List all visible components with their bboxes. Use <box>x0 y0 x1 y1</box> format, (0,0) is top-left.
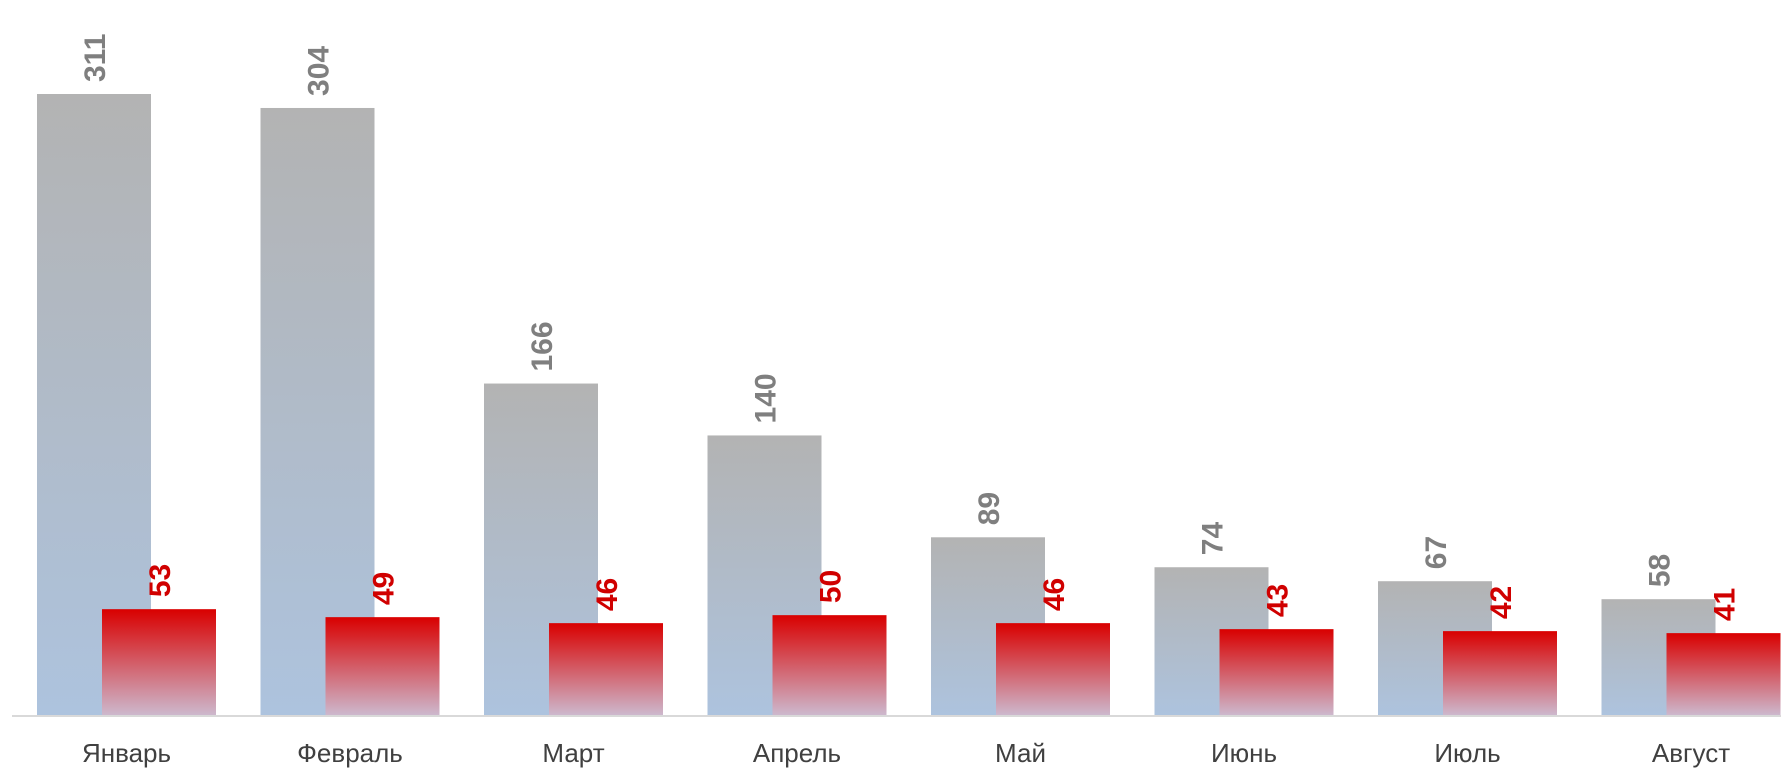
bar-series-2-6 <box>1219 629 1334 715</box>
data-label-series-2-5: 46 <box>1038 578 1071 611</box>
x-tick-label-3: Март <box>542 738 604 768</box>
data-label-series-2-6: 43 <box>1262 584 1295 617</box>
data-label-series-1-6: 74 <box>1197 522 1230 556</box>
bar-series-2-7 <box>1443 631 1557 715</box>
data-label-series-2-2: 49 <box>368 572 401 605</box>
data-label-series-1-8: 58 <box>1644 554 1677 587</box>
x-tick-label-5: Май <box>995 738 1046 768</box>
bar-series-2-4 <box>772 615 887 715</box>
bar-series-2-1 <box>102 609 216 715</box>
data-label-series-2-3: 46 <box>591 578 624 611</box>
x-tick-labels: Январь Февраль Март Апрель Май Июнь Июль Август <box>82 738 1730 768</box>
bar-series-1-2 <box>260 107 375 716</box>
data-label-series-1-4: 140 <box>750 373 783 423</box>
data-label-series-1-1: 311 <box>79 34 112 82</box>
x-tick-label-2: Февраль <box>297 738 403 768</box>
bar-series-2-2 <box>325 617 440 715</box>
x-tick-label-6: Июнь <box>1211 738 1277 768</box>
bars-layer <box>37 94 1781 716</box>
data-label-series-1-2: 304 <box>303 46 336 96</box>
x-tick-label-8: Август <box>1652 738 1730 768</box>
data-label-series-1-3: 166 <box>526 321 559 371</box>
data-label-series-2-7: 42 <box>1485 586 1518 619</box>
data-label-series-1-7: 67 <box>1420 536 1453 569</box>
bar-series-2-3 <box>549 623 663 715</box>
data-label-series-2-4: 50 <box>815 570 848 603</box>
data-label-series-2-1: 53 <box>144 564 177 597</box>
bar-series-2-5 <box>996 623 1110 715</box>
bar-series-2-8 <box>1666 633 1781 715</box>
x-tick-label-1: Январь <box>82 738 171 768</box>
x-tick-label-7: Июль <box>1434 738 1500 768</box>
data-labels: 311 53 304 49 166 46 140 50 89 46 74 43 67 42 58 41 <box>79 34 1742 622</box>
data-label-series-2-8: 41 <box>1709 588 1742 621</box>
data-label-series-1-5: 89 <box>973 492 1006 525</box>
x-tick-label-4: Апрель <box>753 738 841 768</box>
